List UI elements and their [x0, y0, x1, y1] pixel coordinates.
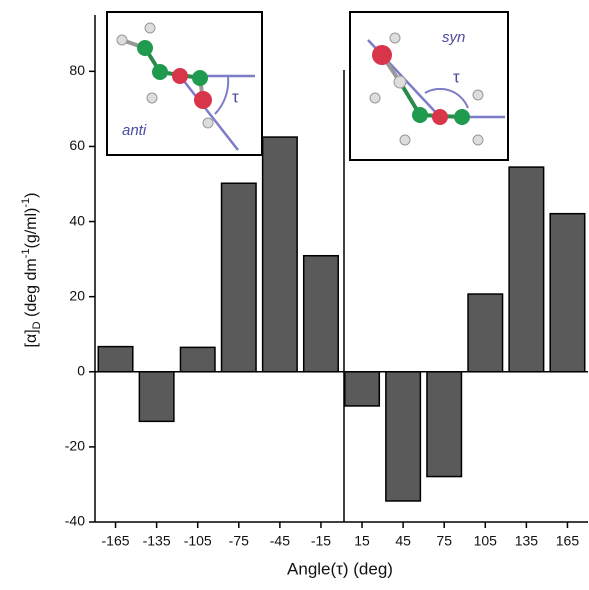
bar: [139, 372, 174, 422]
annotation: τ: [453, 67, 460, 86]
bar: [180, 347, 215, 371]
annotation: anti: [122, 122, 147, 139]
bar: [98, 347, 133, 372]
chart: Angle(τ) (deg) [α]D (deg dm-1(g/ml)-1) a…: [0, 0, 589, 585]
y-tick-label: 60: [69, 137, 85, 153]
x-tick-label: 105: [474, 533, 498, 549]
bar: [468, 294, 503, 372]
y-axis-label: [α]D (deg dm-1(g/ml)-1): [20, 192, 43, 347]
y-tick-label: 40: [69, 212, 85, 228]
x-tick-label: -15: [311, 533, 331, 549]
inset-syn: syn τ: [350, 12, 508, 160]
bar: [222, 183, 257, 372]
y-tick-label: 20: [69, 287, 85, 303]
x-tick-label: -165: [102, 533, 130, 549]
y-tick-label: -20: [65, 438, 85, 454]
bar: [304, 256, 339, 372]
bar: [550, 214, 585, 372]
bar: [509, 167, 544, 372]
y-label-sup: -1: [20, 198, 32, 208]
bar: [386, 372, 421, 501]
x-tick-label: 45: [395, 533, 411, 549]
annotation: syn: [442, 29, 465, 46]
bars: [98, 137, 584, 501]
y-label-sub: D: [31, 321, 43, 329]
bar: [345, 372, 380, 406]
y-tick-label: -40: [65, 513, 85, 529]
bar: [263, 137, 298, 372]
y-label-part: [α]: [23, 329, 40, 347]
x-tick-label: -45: [270, 533, 290, 549]
x-tick-label: -105: [184, 533, 212, 549]
bar: [427, 372, 462, 477]
inset-anti: anti τ: [107, 12, 262, 155]
y-label-part: ): [23, 192, 40, 197]
x-tick-label: 165: [556, 533, 580, 549]
page: Angle(τ) (deg) [α]D (deg dm-1(g/ml)-1) a…: [0, 0, 589, 590]
y-label-part: (deg dm: [23, 258, 40, 321]
annotation: τ: [232, 87, 239, 106]
y-tick-label: 0: [77, 362, 85, 378]
x-axis-label: Angle(τ) (deg): [287, 559, 393, 578]
y-label-part: (g/ml): [23, 208, 40, 249]
y-tick-label: 80: [69, 62, 85, 78]
x-tick-label: 75: [436, 533, 452, 549]
y-label-sup: -1: [20, 248, 32, 258]
x-tick-label: -135: [143, 533, 171, 549]
x-tick-label: 15: [354, 533, 370, 549]
x-tick-label: -75: [229, 533, 249, 549]
x-tick-label: 135: [515, 533, 539, 549]
